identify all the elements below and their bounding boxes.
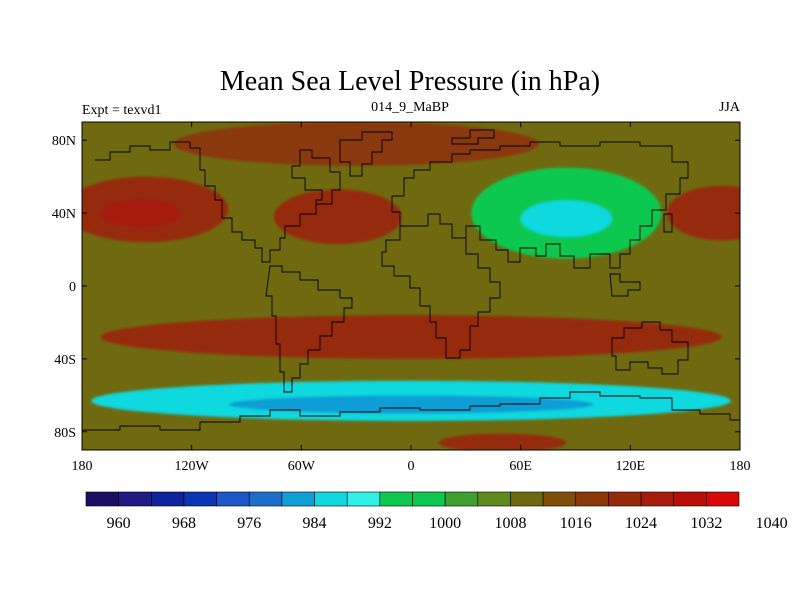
pressure-contours [82, 122, 740, 450]
y-tick-label: 40N [52, 207, 76, 222]
x-tick-label: 180 [730, 459, 751, 474]
colorbar-swatch [608, 491, 642, 507]
colorbar-swatch [151, 491, 185, 507]
colorbar-swatch [118, 491, 152, 507]
colorbar-swatch [314, 491, 348, 507]
colorbar-tick-label: 968 [172, 515, 196, 532]
season-label: JJA [719, 100, 741, 115]
x-tick-label: 120W [175, 459, 210, 474]
coastlines [82, 129, 740, 431]
colorbar-swatch [542, 491, 577, 507]
y-tick-label: 80N [52, 134, 76, 149]
y-tick-label: 80S [54, 426, 76, 441]
coastline-australia [611, 321, 689, 375]
coastline-japan [663, 213, 673, 233]
period-label: 014_9_MaBP [371, 100, 449, 115]
colorbar-tick-label: 1040 [756, 515, 788, 532]
colorbar-swatch [281, 491, 315, 507]
colorbar-swatch [706, 491, 740, 507]
colorbar-swatch [510, 491, 544, 507]
chart-title: Mean Sea Level Pressure (in hPa) [220, 66, 600, 97]
colorbar-swatch [346, 491, 381, 507]
coastline-africa [381, 226, 501, 359]
coastline-north-america [95, 141, 341, 263]
coastline-indonesia [609, 273, 641, 297]
x-tick-label: 0 [408, 459, 415, 474]
pressure-region-circumpolar-trough-core [228, 395, 594, 414]
colorbar-tick-label: 992 [368, 515, 392, 532]
x-tick-label: 60W [288, 459, 316, 474]
colorbar: 960 968 976 984 992 1000 1008 1016 1024 1032 1040 [85, 491, 788, 532]
coastline-south-america [265, 265, 353, 393]
pressure-region-antarctic-high [438, 433, 567, 450]
colorbar-swatch [216, 491, 250, 507]
x-tick-label: 60E [509, 459, 532, 474]
pressure-region-nw-pacific-high [666, 185, 740, 241]
map-plot-area [82, 122, 740, 450]
colorbar-swatch [444, 491, 479, 507]
colorbar-swatch [379, 491, 413, 507]
colorbar-tick-label: 1000 [429, 515, 461, 532]
colorbar-swatch [673, 491, 707, 507]
colorbar-swatch [575, 491, 609, 507]
colorbar-swatch [85, 491, 119, 507]
colorbar-tick-label: 1032 [690, 515, 722, 532]
pressure-region-southern-subtropical-ridge [100, 315, 722, 359]
axes: 180 120W 60W 0 60E 120E 180 80N 40N 0 40S 80S [52, 122, 751, 474]
x-tick-label: 180 [72, 459, 93, 474]
colorbar-tick-label: 1024 [625, 515, 657, 532]
coastline-arctic-islands [451, 129, 495, 145]
colorbar-tick-label: 960 [107, 515, 131, 532]
coastline-greenland [339, 131, 393, 177]
pressure-region-azores-high [273, 189, 402, 245]
colorbar-tick-label: 1008 [494, 515, 526, 532]
pressure-region-arctic-high [173, 122, 539, 166]
colorbar-swatch [412, 491, 446, 507]
y-tick-label: 40S [54, 353, 76, 368]
pressure-region-north-pacific-high-core [100, 198, 181, 228]
y-tick-label: 0 [69, 280, 76, 295]
experiment-label: Expt = texvd1 [82, 103, 161, 118]
colorbar-swatch [640, 491, 674, 507]
colorbar-swatch [248, 491, 283, 507]
colorbar-tick-label: 1016 [560, 515, 592, 532]
colorbar-tick-label: 976 [237, 515, 261, 532]
x-tick-label: 120E [616, 459, 646, 474]
coastline-antarctica [82, 391, 740, 431]
coastline-eurasia [391, 141, 689, 269]
colorbar-swatch [477, 491, 511, 507]
colorbar-swatch [183, 491, 217, 507]
pressure-region-asian-low-core [520, 200, 613, 237]
colorbar-tick-label: 984 [303, 515, 327, 532]
